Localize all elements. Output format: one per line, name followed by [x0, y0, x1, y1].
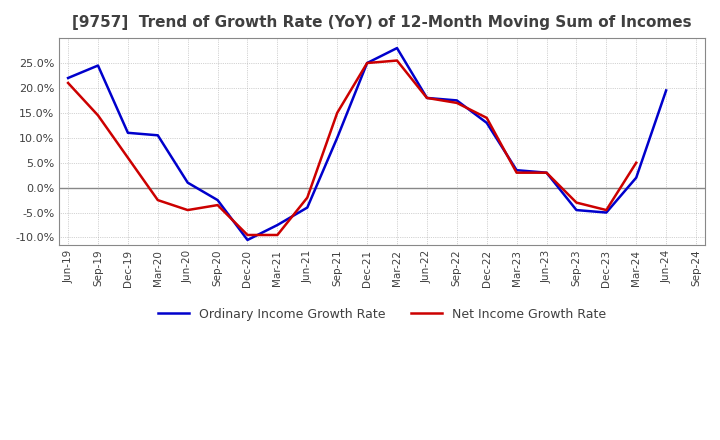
Net Income Growth Rate [243, 232, 252, 238]
Ordinary Income Growth Rate [392, 45, 401, 51]
Ordinary Income Growth Rate [513, 168, 521, 173]
Ordinary Income Growth Rate [124, 130, 132, 136]
Net Income Growth Rate [273, 232, 282, 238]
Net Income Growth Rate [572, 200, 581, 205]
Ordinary Income Growth Rate [632, 175, 641, 180]
Net Income Growth Rate [452, 100, 461, 106]
Net Income Growth Rate [124, 155, 132, 160]
Line: Net Income Growth Rate: Net Income Growth Rate [68, 61, 696, 235]
Net Income Growth Rate [94, 113, 102, 118]
Ordinary Income Growth Rate [333, 135, 341, 140]
Net Income Growth Rate [513, 170, 521, 175]
Ordinary Income Growth Rate [184, 180, 192, 185]
Title: [9757]  Trend of Growth Rate (YoY) of 12-Month Moving Sum of Incomes: [9757] Trend of Growth Rate (YoY) of 12-… [72, 15, 692, 30]
Ordinary Income Growth Rate [572, 207, 581, 213]
Net Income Growth Rate [423, 95, 431, 101]
Net Income Growth Rate [333, 110, 341, 116]
Line: Ordinary Income Growth Rate: Ordinary Income Growth Rate [68, 48, 666, 240]
Net Income Growth Rate [482, 115, 491, 121]
Ordinary Income Growth Rate [452, 98, 461, 103]
Legend: Ordinary Income Growth Rate, Net Income Growth Rate: Ordinary Income Growth Rate, Net Income … [153, 303, 611, 326]
Net Income Growth Rate [602, 207, 611, 213]
Ordinary Income Growth Rate [243, 237, 252, 242]
Ordinary Income Growth Rate [602, 210, 611, 215]
Net Income Growth Rate [64, 81, 73, 86]
Ordinary Income Growth Rate [482, 120, 491, 125]
Net Income Growth Rate [184, 207, 192, 213]
Ordinary Income Growth Rate [153, 133, 162, 138]
Net Income Growth Rate [153, 198, 162, 203]
Net Income Growth Rate [392, 58, 401, 63]
Ordinary Income Growth Rate [64, 75, 73, 81]
Net Income Growth Rate [692, 58, 701, 63]
Net Income Growth Rate [303, 195, 312, 200]
Net Income Growth Rate [632, 160, 641, 165]
Ordinary Income Growth Rate [542, 170, 551, 175]
Ordinary Income Growth Rate [363, 60, 372, 66]
Ordinary Income Growth Rate [273, 222, 282, 227]
Ordinary Income Growth Rate [662, 88, 670, 93]
Ordinary Income Growth Rate [94, 63, 102, 68]
Net Income Growth Rate [213, 202, 222, 208]
Ordinary Income Growth Rate [423, 95, 431, 101]
Net Income Growth Rate [363, 60, 372, 66]
Ordinary Income Growth Rate [303, 205, 312, 210]
Ordinary Income Growth Rate [213, 198, 222, 203]
Net Income Growth Rate [542, 170, 551, 175]
